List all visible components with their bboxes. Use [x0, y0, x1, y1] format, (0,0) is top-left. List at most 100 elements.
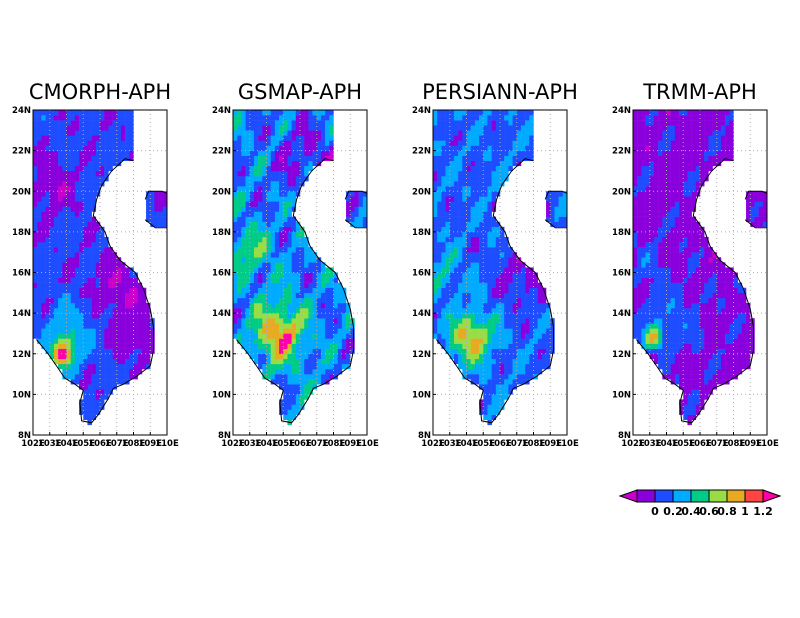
heatmap-cell [279, 323, 284, 329]
heatmap-cell [270, 348, 276, 354]
heatmap-cell [91, 368, 97, 375]
heatmap-cell [300, 160, 305, 167]
heatmap-cell [53, 323, 59, 329]
heatmap-cell [49, 343, 55, 349]
heatmap-cell [91, 302, 97, 309]
heatmap-cell [270, 176, 276, 182]
heatmap-cell [162, 221, 168, 228]
heatmap-cell [466, 211, 471, 217]
heatmap-cell [116, 338, 122, 344]
x-tick-label: 108E [122, 439, 146, 449]
heatmap-cell [79, 277, 84, 283]
heatmap-cell [91, 297, 97, 304]
heatmap-cell [62, 236, 67, 243]
heatmap-cell [154, 196, 159, 202]
heatmap-cell [83, 181, 88, 187]
heatmap-cell [146, 363, 151, 370]
heatmap-cell [479, 323, 484, 329]
heatmap-cell [49, 272, 55, 278]
heatmap-cell [666, 196, 671, 202]
heatmap-cell [637, 110, 642, 116]
heatmap-cell [279, 181, 284, 187]
heatmap-cell [125, 374, 130, 380]
heatmap-cell [708, 277, 713, 283]
heatmap-cell [645, 262, 650, 268]
heatmap-cell [466, 130, 471, 136]
heatmap-cell [120, 262, 126, 268]
heatmap-cell [304, 282, 309, 288]
heatmap-cell [62, 110, 67, 116]
heatmap-cell [674, 155, 680, 162]
heatmap-cell [266, 333, 271, 339]
heatmap-cell [312, 155, 317, 162]
heatmap-cell [33, 145, 38, 151]
heatmap-cell [474, 297, 480, 304]
heatmap-cell [316, 155, 322, 162]
heatmap-cell [662, 338, 667, 344]
heatmap-cell [233, 242, 238, 248]
heatmap-cell [304, 384, 309, 390]
heatmap-cell [146, 353, 151, 360]
heatmap-cell [670, 272, 676, 278]
heatmap-cell [316, 272, 322, 278]
heatmap-cell [274, 160, 280, 167]
heatmap-cell [53, 135, 59, 141]
heatmap-cell [683, 272, 688, 278]
heatmap-cell [120, 333, 126, 339]
heatmap-cell [350, 201, 355, 207]
heatmap-cell [304, 348, 309, 354]
heatmap-cell [679, 297, 684, 304]
heatmap-cell [500, 308, 505, 314]
heatmap-cell [445, 323, 450, 329]
heatmap-cell [550, 343, 555, 349]
heatmap-cell [45, 160, 50, 167]
heatmap-cell [53, 292, 59, 299]
heatmap-cell [474, 226, 480, 233]
heatmap-cell [91, 379, 97, 385]
heatmap-cell [479, 155, 484, 162]
heatmap-cell [300, 292, 305, 299]
heatmap-cell [633, 302, 638, 309]
heatmap-cell [516, 272, 522, 278]
heatmap-cell [33, 247, 38, 253]
heatmap-cell [462, 353, 467, 360]
heatmap-cell [308, 389, 313, 395]
heatmap-cell [462, 115, 467, 121]
heatmap-cell [104, 257, 109, 263]
heatmap-cell [249, 252, 255, 258]
heatmap-cell [487, 302, 492, 309]
heatmap-cell [83, 323, 88, 329]
heatmap-cell [41, 130, 46, 136]
heatmap-cell [462, 120, 467, 126]
heatmap-cell [458, 125, 463, 131]
heatmap-cell [653, 302, 659, 309]
heatmap-cell [62, 130, 67, 136]
heatmap-cell [662, 236, 667, 243]
heatmap-cell [666, 145, 671, 151]
x-tick-label: 105E [271, 439, 295, 449]
heatmap-cell [37, 181, 42, 187]
heatmap-cell [541, 358, 547, 365]
heatmap-cell [108, 247, 113, 253]
heatmap-cell [237, 277, 242, 283]
heatmap-cell [100, 231, 105, 238]
heatmap-cell [462, 206, 467, 212]
heatmap-cell [274, 358, 280, 365]
heatmap-cell [666, 191, 671, 197]
heatmap-cell [658, 242, 663, 248]
heatmap-cell [241, 262, 246, 268]
heatmap-cell [687, 318, 692, 324]
heatmap-cell [70, 272, 76, 278]
heatmap-cell [649, 130, 655, 136]
heatmap-cell [95, 130, 101, 136]
heatmap-cell [33, 160, 38, 167]
heatmap-cell [62, 287, 67, 294]
heatmap-cell [37, 211, 42, 217]
heatmap-cell [346, 343, 351, 349]
heatmap-cell [129, 308, 134, 314]
heatmap-cell [453, 110, 459, 116]
heatmap-cell [274, 120, 280, 126]
heatmap-cell [437, 252, 442, 258]
heatmap-cell [508, 257, 513, 263]
heatmap-cell [470, 130, 476, 136]
